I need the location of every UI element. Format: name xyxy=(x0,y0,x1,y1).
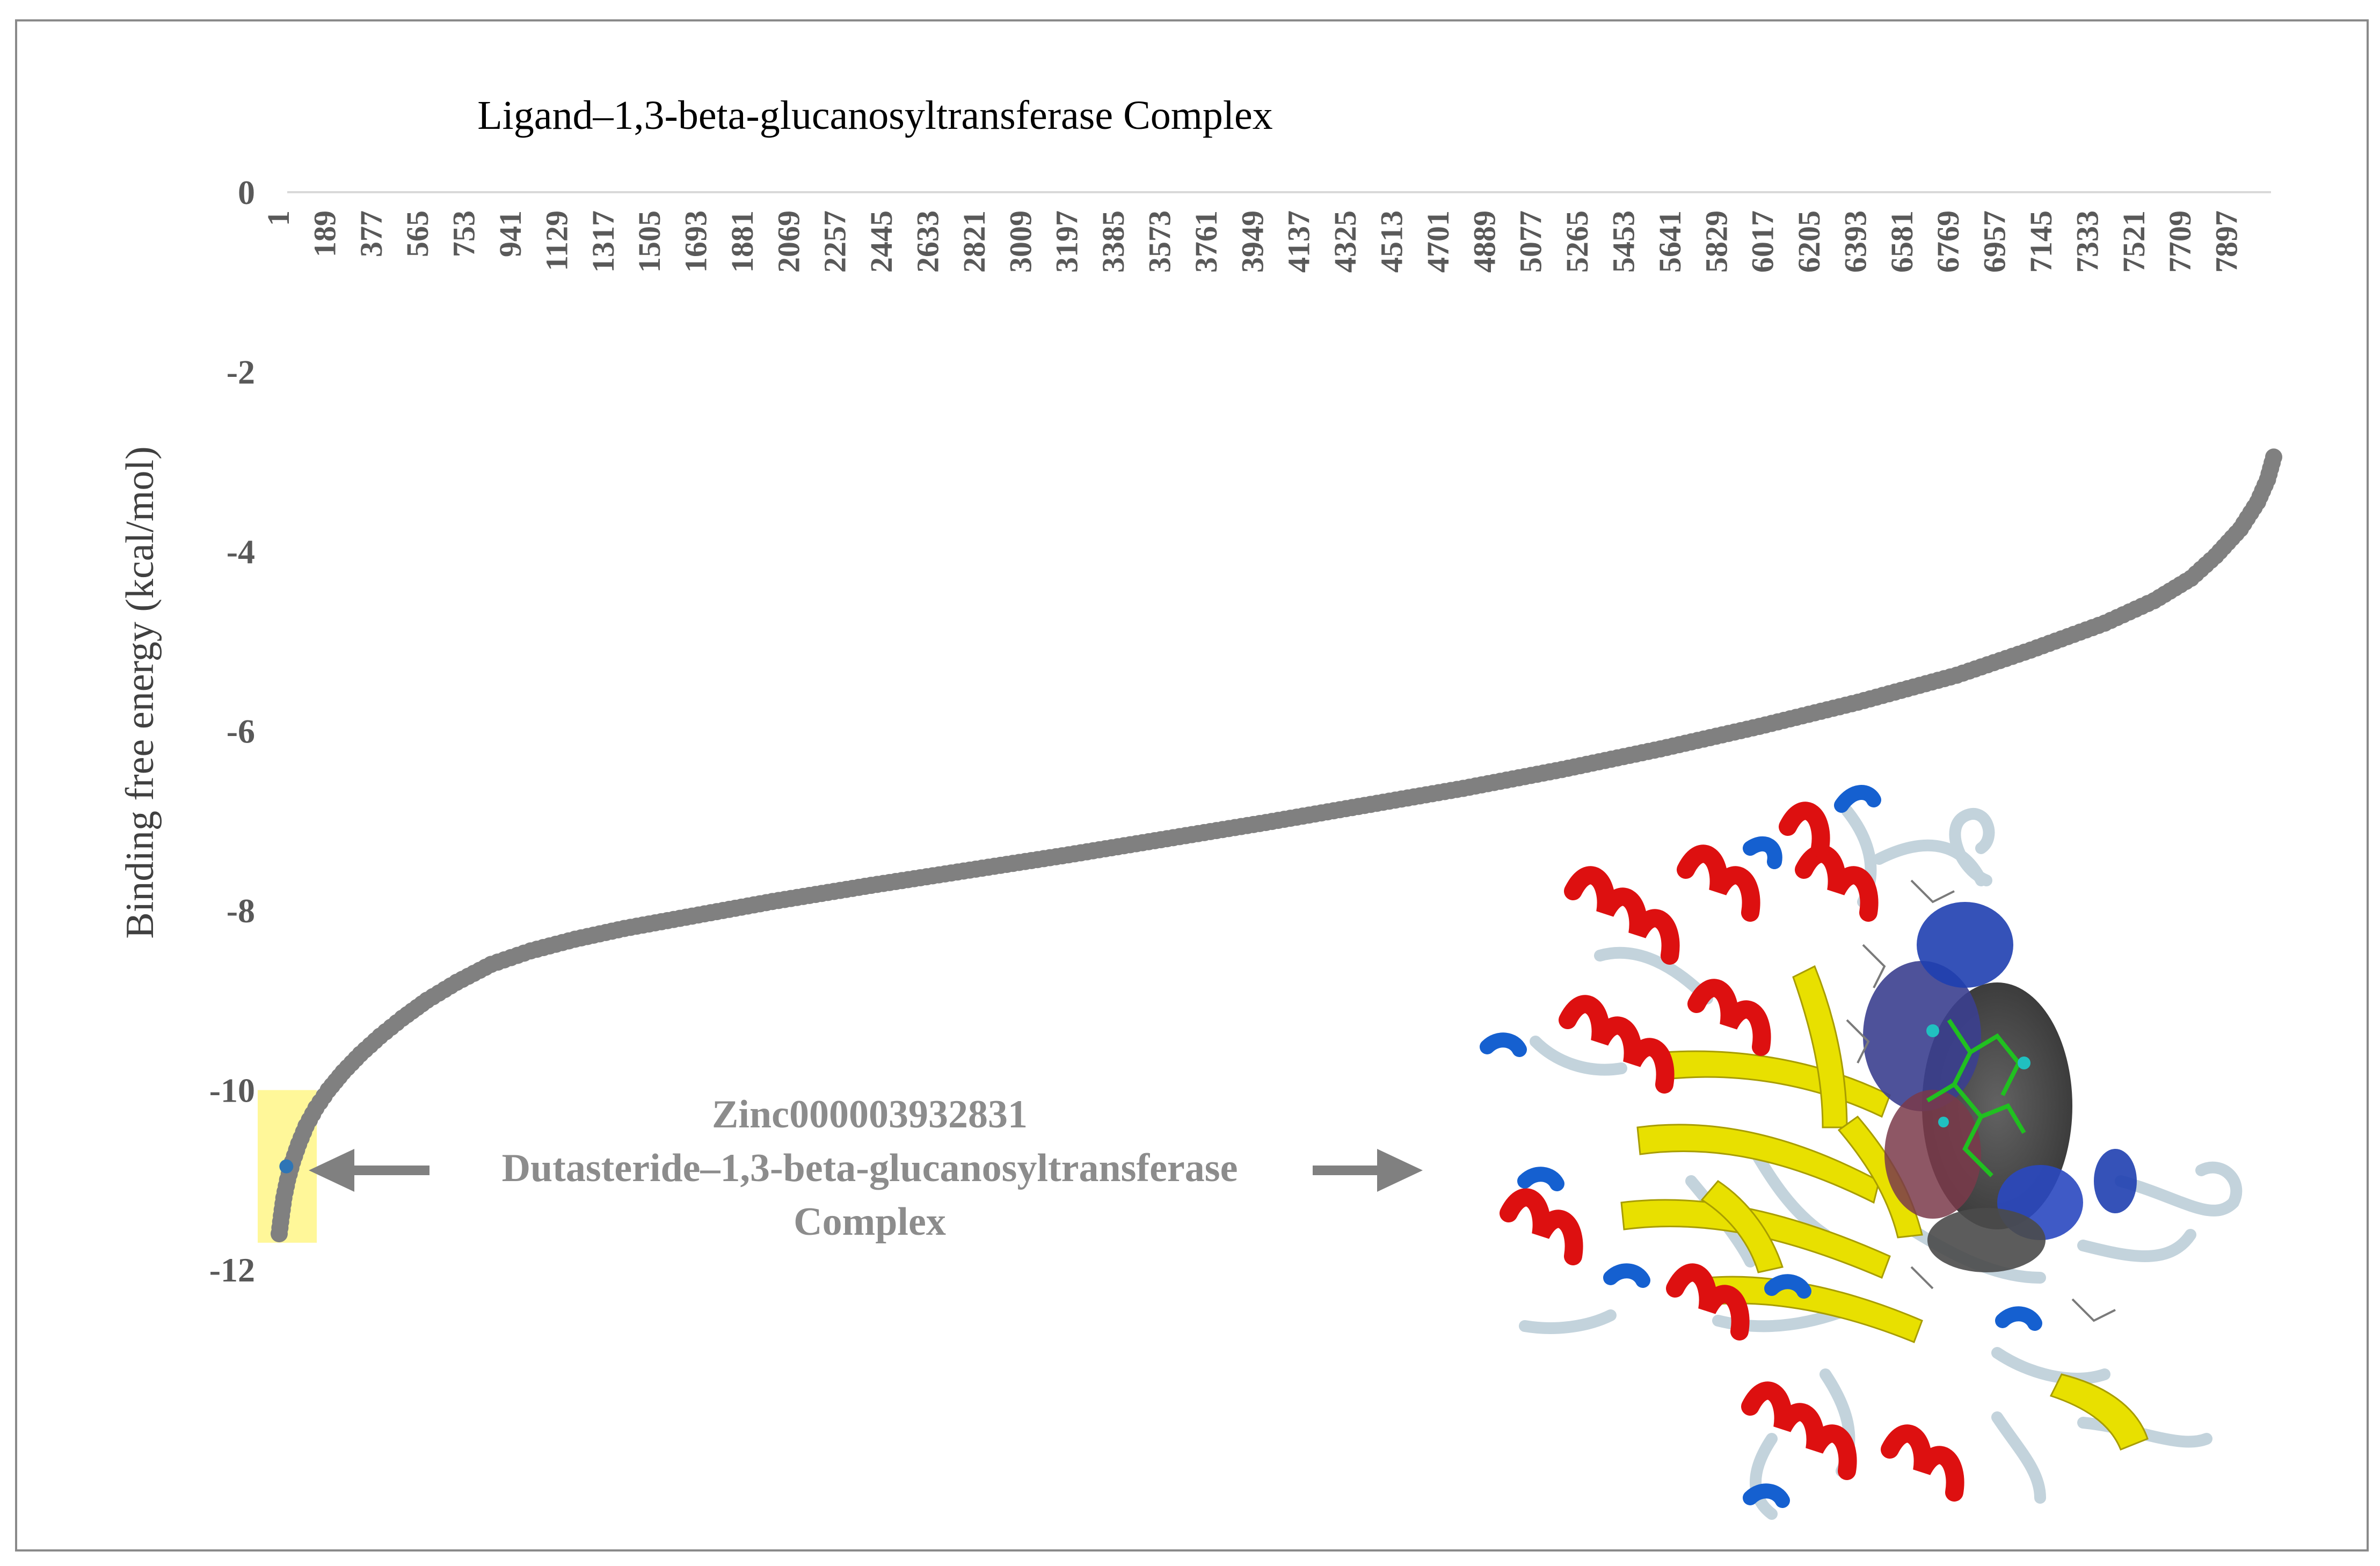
x-tick-label: 7897 xyxy=(2209,210,2244,273)
x-tick-label: 6957 xyxy=(1977,210,2012,273)
x-tick-label: 377 xyxy=(354,210,389,257)
x-tick-label: 189 xyxy=(307,210,342,257)
x-tick-label: 1505 xyxy=(632,210,667,273)
y-tick-label: -12 xyxy=(209,1251,255,1289)
y-tick-label: -6 xyxy=(227,712,255,751)
x-tick-label: 1317 xyxy=(586,210,621,273)
x-tick-label: 6205 xyxy=(1792,210,1826,273)
x-tick-label: 1129 xyxy=(539,210,574,271)
x-tick-label: 3197 xyxy=(1050,210,1085,273)
x-tick-label: 7145 xyxy=(2024,210,2058,273)
x-tick-label: 2445 xyxy=(864,210,899,273)
x-tick-label: 7333 xyxy=(2070,210,2105,273)
y-tick-label: -10 xyxy=(209,1072,255,1110)
y-tick-label: -4 xyxy=(227,533,255,571)
y-tick-labels: 0 -2 -4 -6 -8 -10 -12 xyxy=(209,173,255,1289)
x-tick-label: 3761 xyxy=(1189,210,1224,273)
x-tick-label: 3385 xyxy=(1096,210,1131,273)
x-tick-label: 1881 xyxy=(725,210,760,273)
y-tick-label: -8 xyxy=(227,892,255,930)
annotation-complex-name: Dutasteride–1,3-beta-glucanosyltransfera… xyxy=(502,1146,1238,1190)
x-tick-label: 4325 xyxy=(1328,210,1363,273)
x-tick-label: 5453 xyxy=(1606,210,1641,273)
x-tick-label: 4137 xyxy=(1282,210,1316,273)
x-tick-label: 941 xyxy=(493,210,528,257)
x-tick-label: 4701 xyxy=(1421,210,1455,273)
chart-title: Ligand–1,3-beta-glucanosyltransferase Co… xyxy=(477,93,1273,138)
x-tick-label: 3949 xyxy=(1235,210,1270,273)
x-tick-label: 6017 xyxy=(1745,210,1780,273)
annotation-complex-label: Complex xyxy=(794,1200,946,1244)
left-arrow xyxy=(309,1149,430,1192)
x-tick-label: 5265 xyxy=(1560,210,1595,273)
y-tick-label: 0 xyxy=(238,173,255,212)
x-tick-label: 6581 xyxy=(1884,210,1919,273)
x-tick-label: 6393 xyxy=(1838,210,1873,273)
x-tick-label: 1 xyxy=(261,210,296,226)
x-tick-label: 5829 xyxy=(1699,210,1734,273)
x-tick-label: 7709 xyxy=(2163,210,2197,273)
y-tick-label: -2 xyxy=(227,353,255,391)
highlight-point xyxy=(279,1159,294,1174)
x-tick-label: 3009 xyxy=(1003,210,1038,273)
x-tick-label: 565 xyxy=(400,210,435,257)
x-tick-label: 6769 xyxy=(1931,210,1966,273)
x-tick-label: 4889 xyxy=(1467,210,1502,273)
x-tick-label: 4513 xyxy=(1374,210,1409,273)
y-axis-label: Binding free energy (kcal/mol) xyxy=(118,446,162,938)
data-point xyxy=(2265,448,2282,466)
x-tick-label: 5077 xyxy=(1513,210,1548,273)
annotation-zinc-id: Zinc000003932831 xyxy=(712,1092,1028,1137)
x-tick-labels: 1 189 377 565 753 941 1129 1317 1505 1693 1881 2069… xyxy=(261,210,2244,273)
x-tick-label: 2257 xyxy=(818,210,853,273)
x-tick-label: 2069 xyxy=(771,210,806,273)
right-arrow xyxy=(1313,1149,1423,1192)
x-tick-label: 2821 xyxy=(957,210,992,273)
data-points xyxy=(271,448,2282,1243)
x-tick-label: 1693 xyxy=(679,210,714,273)
chart-border xyxy=(15,19,2369,1552)
x-tick-label: 7521 xyxy=(2116,210,2151,273)
x-tick-label: 3573 xyxy=(1142,210,1177,273)
x-tick-label: 5641 xyxy=(1653,210,1687,273)
x-tick-label: 2633 xyxy=(911,210,945,273)
protein-structure-image xyxy=(1480,785,2243,1520)
x-tick-label: 753 xyxy=(447,210,482,257)
